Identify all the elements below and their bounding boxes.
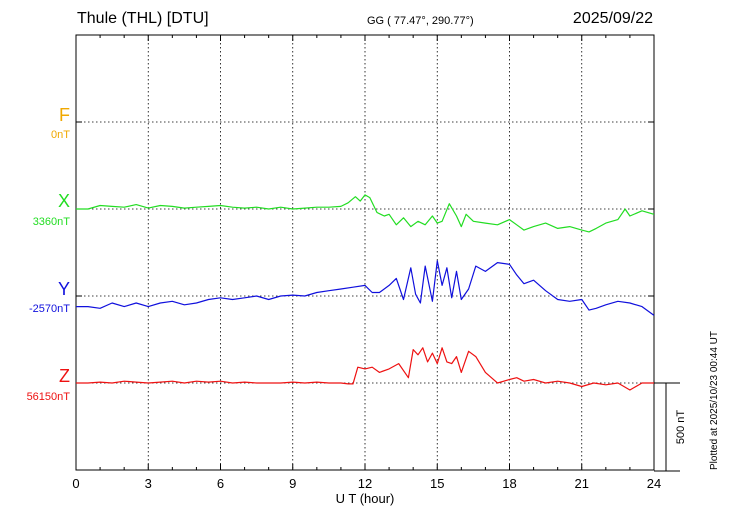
- coordinates-label: GG ( 77.47°, 290.77°): [367, 15, 474, 27]
- station-title: Thule (THL) [DTU]: [77, 10, 209, 27]
- series-line-y: [76, 260, 655, 316]
- x-tick-label: 9: [289, 476, 296, 491]
- component-label-y: Y: [57, 279, 70, 299]
- x-tick-label: 21: [575, 476, 589, 491]
- date-label: 2025/09/22: [572, 10, 653, 27]
- x-tick-label: 6: [217, 476, 224, 491]
- component-label-z: Z: [59, 366, 70, 386]
- x-tick-label: 12: [358, 476, 372, 491]
- x-tick-label: 18: [502, 476, 516, 491]
- baseline-label-x: 3360nT: [32, 216, 70, 228]
- baseline-label-z: 56150nT: [26, 391, 70, 403]
- component-label-f: F: [59, 105, 70, 125]
- baseline-label-y: -2570nT: [29, 303, 70, 315]
- x-tick-label: 0: [72, 476, 79, 491]
- x-tick-label: 15: [430, 476, 444, 491]
- x-axis-label: U T (hour): [336, 491, 395, 506]
- baseline-label-f: 0nT: [51, 129, 70, 141]
- series-line-z: [76, 347, 654, 391]
- component-label-x: X: [57, 191, 70, 211]
- x-tick-label: 24: [647, 476, 661, 491]
- series-line-x: [76, 194, 655, 233]
- x-tick-label: 3: [145, 476, 152, 491]
- scale-bar-label: 500 nT: [675, 410, 687, 445]
